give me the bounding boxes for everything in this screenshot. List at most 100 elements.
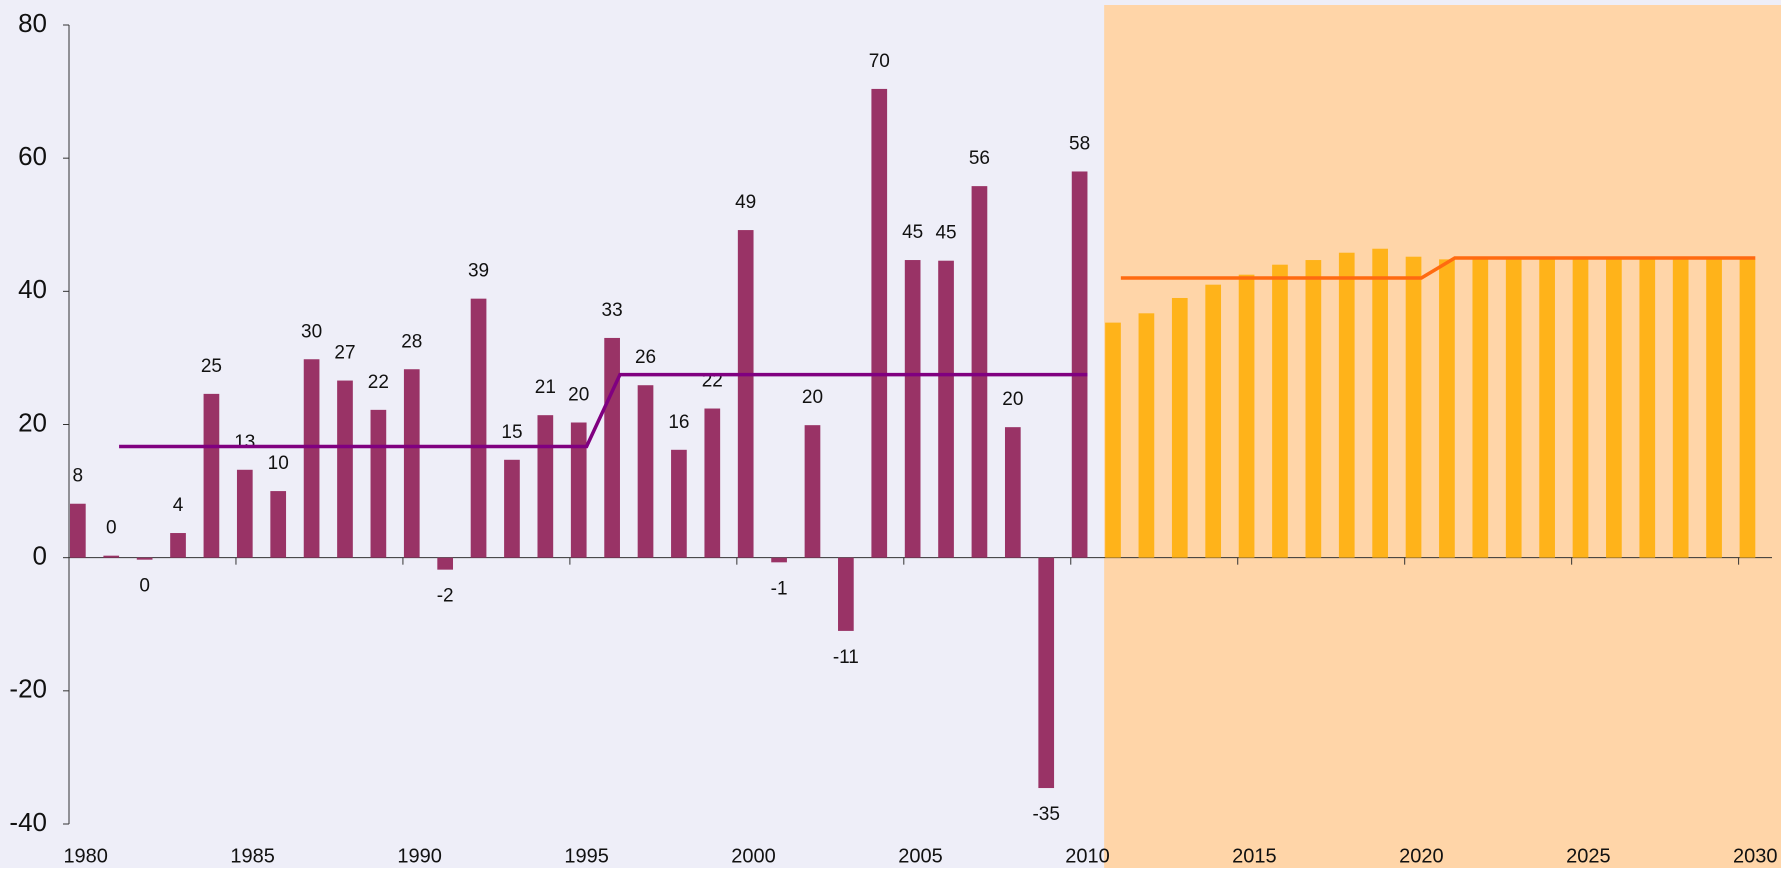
x-tick-label: 2000 [731, 845, 776, 867]
y-tick-label: 80 [18, 8, 47, 38]
bar [1305, 260, 1322, 558]
data-label: 70 [869, 51, 890, 72]
bar [303, 359, 320, 558]
data-label: 26 [635, 347, 656, 368]
bar [370, 409, 387, 558]
data-label: -1 [771, 578, 788, 599]
bar [838, 557, 854, 631]
data-label: 0 [106, 518, 117, 539]
bar [1105, 322, 1121, 558]
bar [270, 491, 287, 558]
bar [604, 337, 620, 558]
bar [1639, 259, 1656, 558]
bar [871, 88, 888, 558]
y-tick-label: 0 [33, 541, 47, 571]
data-label: 8 [73, 466, 84, 487]
bar [1539, 259, 1555, 558]
data-label: 33 [602, 300, 623, 321]
bar [337, 380, 353, 558]
bar [1505, 259, 1522, 558]
data-label: 45 [902, 222, 923, 243]
x-tick-label: 2005 [898, 845, 943, 867]
bar [1706, 259, 1722, 558]
bar [971, 186, 988, 558]
bar [1272, 264, 1288, 558]
bar [1606, 259, 1622, 558]
bar [136, 557, 153, 560]
data-label: 15 [501, 422, 522, 443]
bar [671, 449, 687, 558]
data-label: 27 [334, 343, 355, 364]
data-label: 4 [173, 495, 184, 516]
data-label: 10 [268, 453, 289, 474]
bar [1472, 259, 1489, 558]
bar [1572, 259, 1589, 558]
x-tick-label: 1995 [564, 845, 609, 867]
bar [1238, 274, 1255, 558]
data-label: 0 [139, 576, 150, 597]
x-tick-label: 1985 [230, 845, 275, 867]
bar [103, 555, 120, 558]
bar [504, 459, 520, 558]
x-tick-label: 1980 [63, 845, 108, 867]
bar [771, 557, 787, 563]
bar [938, 260, 954, 558]
bar [1372, 248, 1388, 558]
average-line [1120, 256, 1756, 280]
bar [737, 230, 754, 558]
x-tick-label: 2020 [1399, 845, 1444, 867]
data-label: -11 [833, 647, 859, 668]
x-tick-label: 2030 [1733, 845, 1778, 867]
data-label: 30 [301, 321, 322, 342]
bar [570, 422, 587, 558]
bar [1205, 284, 1222, 558]
bar [804, 425, 821, 558]
average-line [119, 372, 1088, 449]
bar [1338, 252, 1355, 558]
bar [403, 369, 420, 558]
data-label: 28 [401, 331, 422, 352]
y-tick-label: 40 [18, 274, 47, 304]
data-label: 39 [468, 261, 489, 282]
bar [203, 393, 220, 558]
y-tick-label: 20 [18, 407, 47, 437]
bar [236, 469, 253, 558]
bar [904, 260, 921, 558]
y-tick-label: 60 [18, 141, 47, 171]
x-tick-label: 2025 [1566, 845, 1611, 867]
bar [1439, 259, 1455, 558]
data-label: 16 [668, 412, 689, 433]
data-label: 20 [568, 385, 589, 406]
bar [170, 533, 186, 558]
bar [1038, 557, 1055, 789]
data-label: 20 [802, 387, 823, 408]
x-tick-label: 2015 [1232, 845, 1277, 867]
bar [1739, 259, 1756, 558]
bar [1405, 256, 1422, 558]
bar [704, 408, 721, 558]
data-label: 56 [969, 148, 990, 169]
bar [437, 557, 454, 570]
data-label: 20 [1002, 389, 1023, 410]
data-label: -2 [437, 586, 454, 607]
bar [1004, 427, 1021, 558]
bar [537, 415, 554, 558]
data-label: 45 [935, 223, 956, 244]
x-tick-label: 2010 [1065, 845, 1110, 867]
data-label: -35 [1032, 804, 1059, 825]
bar [1071, 171, 1088, 558]
data-label: 49 [735, 192, 756, 213]
bar [637, 385, 654, 558]
bar [1138, 313, 1155, 558]
data-label: 25 [201, 356, 222, 377]
bar [470, 298, 487, 558]
data-label: 22 [368, 372, 389, 393]
bar [1171, 297, 1188, 558]
data-label: 58 [1069, 133, 1090, 154]
data-label: 21 [535, 377, 556, 398]
bar [1672, 259, 1689, 558]
data-label: 13 [234, 432, 255, 453]
bar [70, 503, 86, 558]
y-tick-label: -40 [9, 807, 47, 837]
